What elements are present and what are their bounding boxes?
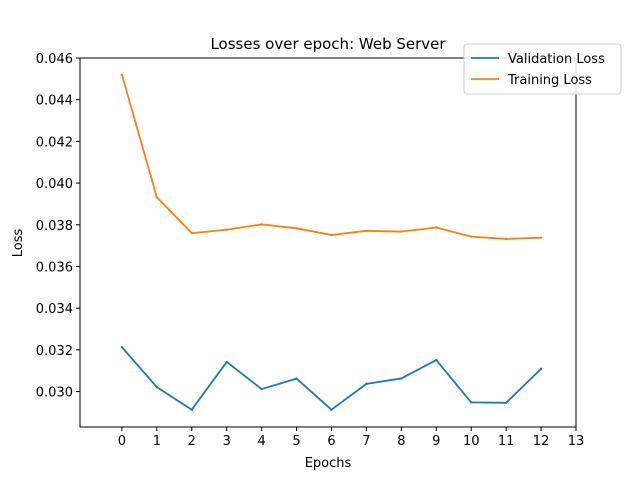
y-tick-label: 0.042 bbox=[36, 135, 73, 150]
axes-frame bbox=[79, 57, 577, 428]
y-tick-label: 0.038 bbox=[36, 219, 73, 234]
x-tick-label: 12 bbox=[533, 434, 550, 449]
data-point bbox=[155, 196, 159, 199]
x-tick-label: 7 bbox=[362, 434, 370, 449]
x-tick-label: 10 bbox=[463, 434, 480, 449]
data-point bbox=[365, 382, 368, 386]
x-tick-label: 8 bbox=[397, 434, 405, 449]
data-point bbox=[470, 401, 473, 404]
plot-area bbox=[80, 58, 576, 427]
x-tick-label: 4 bbox=[257, 434, 265, 449]
data-point bbox=[330, 233, 333, 237]
data-point bbox=[120, 345, 124, 349]
x-tick-label: 3 bbox=[223, 434, 231, 449]
data-point bbox=[365, 229, 368, 233]
data-point bbox=[400, 377, 403, 380]
data-point bbox=[539, 236, 543, 239]
data-point bbox=[330, 408, 333, 411]
data-point bbox=[190, 408, 193, 411]
data-point bbox=[295, 377, 298, 380]
x-tick-label: 2 bbox=[188, 434, 196, 449]
data-point bbox=[504, 237, 508, 241]
data-point bbox=[155, 385, 159, 389]
data-point bbox=[295, 227, 298, 230]
data-point bbox=[120, 73, 124, 76]
series-layer bbox=[120, 73, 543, 411]
y-tick-label: 0.040 bbox=[36, 177, 73, 192]
data-point bbox=[400, 230, 403, 233]
x-tick-label: 1 bbox=[153, 434, 161, 449]
x-tick-label: 6 bbox=[327, 434, 335, 449]
x-tick-label: 9 bbox=[432, 434, 440, 449]
data-point bbox=[225, 360, 228, 364]
y-tick-label: 0.034 bbox=[36, 302, 73, 317]
y-tick-label: 0.032 bbox=[36, 344, 73, 359]
data-point bbox=[190, 231, 193, 235]
data-point bbox=[539, 367, 543, 371]
legend: Validation Loss Training Loss bbox=[463, 43, 622, 95]
data-point bbox=[504, 401, 508, 405]
y-tick-label: 0.046 bbox=[36, 52, 73, 67]
data-point bbox=[260, 387, 263, 391]
x-tick-label: 13 bbox=[568, 434, 585, 449]
data-point bbox=[435, 226, 438, 229]
legend-box bbox=[463, 43, 622, 95]
data-point bbox=[260, 223, 263, 226]
x-axis-label: Epochs bbox=[305, 456, 352, 471]
y-axis-label: Loss bbox=[11, 229, 26, 258]
data-point bbox=[225, 228, 228, 231]
y-tick-label: 0.030 bbox=[36, 386, 73, 401]
x-tick-label: 11 bbox=[498, 434, 515, 449]
legend-label-validation: Validation Loss bbox=[508, 52, 605, 67]
data-point bbox=[470, 235, 473, 238]
x-tick-label: 5 bbox=[292, 434, 300, 449]
y-tick-label: 0.036 bbox=[36, 260, 73, 275]
y-tick-label: 0.044 bbox=[36, 94, 73, 109]
x-tick-label: 0 bbox=[118, 434, 126, 449]
chart-title: Losses over epoch: Web Server bbox=[210, 35, 446, 53]
legend-label-training: Training Loss bbox=[507, 73, 592, 88]
data-point bbox=[435, 358, 438, 362]
y-ticks: 0.030 0.032 0.034 0.036 0.038 0.040 0.042 0.044… bbox=[36, 52, 80, 401]
axes-layer bbox=[79, 57, 577, 428]
x-ticks: 0 1 2 3 4 5 6 7 8 9 10 11 12 13 bbox=[118, 427, 584, 449]
